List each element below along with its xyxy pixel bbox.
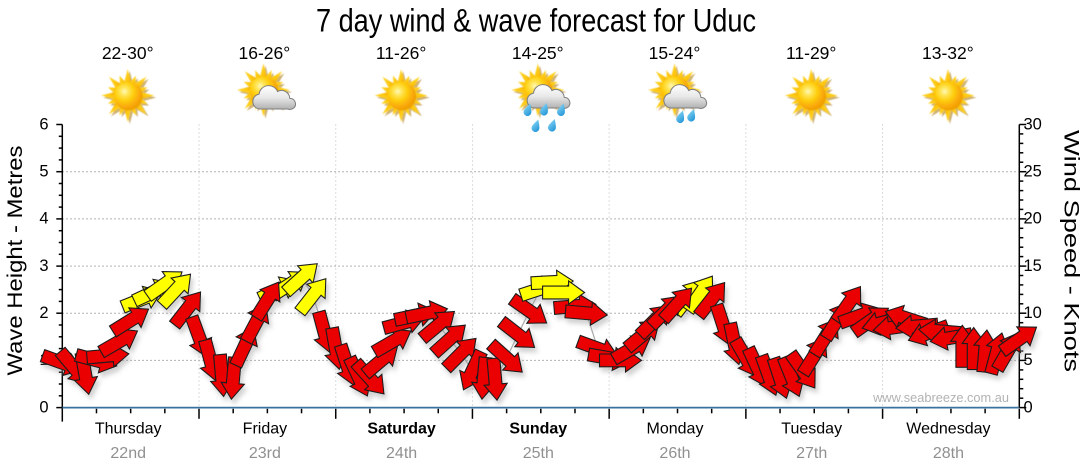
svg-text:13-32°: 13-32° bbox=[922, 43, 974, 63]
svg-text:Sunday: Sunday bbox=[509, 421, 567, 438]
svg-text:26th: 26th bbox=[659, 445, 690, 462]
svg-text:Wind Speed - Knots: Wind Speed - Knots bbox=[1060, 130, 1080, 372]
svg-text:5: 5 bbox=[1024, 351, 1033, 369]
svg-text:24th: 24th bbox=[386, 445, 417, 462]
svg-text:20: 20 bbox=[1024, 210, 1042, 228]
svg-text:10: 10 bbox=[1024, 304, 1042, 322]
svg-text:6: 6 bbox=[39, 115, 48, 133]
svg-text:22-30°: 22-30° bbox=[102, 43, 154, 63]
svg-text:15: 15 bbox=[1024, 257, 1042, 275]
svg-text:Wednesday: Wednesday bbox=[906, 421, 990, 438]
svg-text:Wave Height - Metres: Wave Height - Metres bbox=[4, 146, 27, 376]
svg-text:25: 25 bbox=[1024, 163, 1042, 181]
svg-text:11-29°: 11-29° bbox=[786, 43, 836, 63]
svg-text:27th: 27th bbox=[796, 445, 827, 462]
svg-text:2: 2 bbox=[39, 304, 48, 322]
svg-text:Tuesday: Tuesday bbox=[781, 421, 842, 438]
svg-text:7 day wind & wave forecast for: 7 day wind & wave forecast for Uduc bbox=[316, 3, 756, 39]
svg-text:Monday: Monday bbox=[647, 421, 704, 438]
svg-text:14-25°: 14-25° bbox=[512, 43, 564, 63]
svg-text:30: 30 bbox=[1024, 115, 1042, 133]
svg-text:0: 0 bbox=[1024, 398, 1033, 416]
svg-text:16-26°: 16-26° bbox=[239, 43, 291, 63]
svg-text:5: 5 bbox=[39, 163, 48, 181]
svg-text:Saturday: Saturday bbox=[367, 421, 436, 438]
svg-text:22nd: 22nd bbox=[110, 445, 146, 462]
svg-text:11-26°: 11-26° bbox=[376, 43, 426, 63]
svg-text:4: 4 bbox=[39, 210, 48, 228]
svg-text:23rd: 23rd bbox=[249, 445, 281, 462]
svg-text:28th: 28th bbox=[933, 445, 964, 462]
svg-text:Friday: Friday bbox=[243, 421, 287, 438]
svg-text:Thursday: Thursday bbox=[95, 421, 162, 438]
svg-text:0: 0 bbox=[39, 398, 48, 416]
svg-text:25th: 25th bbox=[523, 445, 554, 462]
svg-text:15-24°: 15-24° bbox=[649, 43, 701, 63]
svg-text:www.seabreeze.com.au: www.seabreeze.com.au bbox=[872, 390, 1009, 405]
svg-text:3: 3 bbox=[39, 257, 48, 275]
